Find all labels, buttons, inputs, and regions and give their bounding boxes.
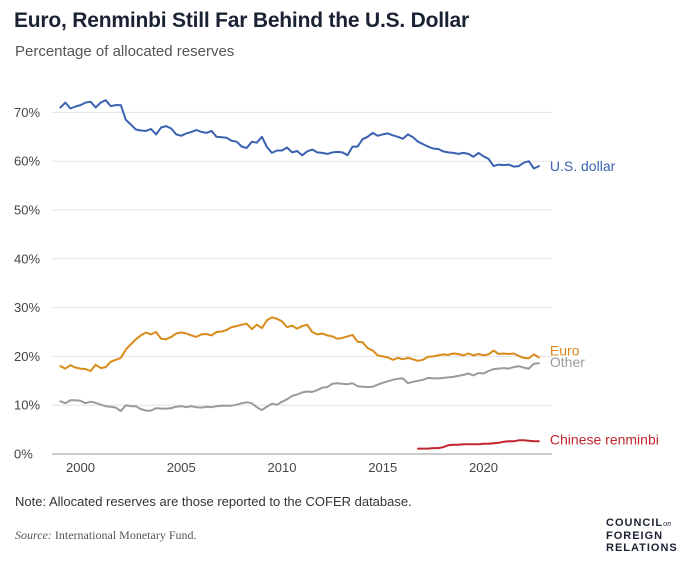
series-label: Euro: [550, 342, 580, 358]
logo-line-relations: RELATIONS: [606, 542, 678, 554]
cfr-logo: COUNCILon FOREIGN RELATIONS: [606, 517, 678, 554]
y-tick-label: 70%: [14, 105, 40, 120]
series-label: Other: [550, 354, 585, 370]
y-tick-label: 20%: [14, 349, 40, 364]
series-label: U.S. dollar: [550, 158, 616, 174]
source-text: International Monetary Fund.: [51, 528, 197, 542]
series-line-u-s-dollar: [59, 99, 540, 170]
logo-on: on: [663, 519, 672, 528]
series-label: Chinese renminbi: [550, 431, 659, 447]
y-tick-label: 10%: [14, 398, 40, 413]
logo-line-council: COUNCIL: [606, 517, 664, 529]
gridlines: [52, 111, 552, 455]
series-line-other: [59, 362, 540, 413]
source-label: Source:: [15, 528, 52, 542]
x-axis-tick-labels: 2000 2005 2010 2015 2020: [66, 460, 498, 475]
x-tick-label: 2020: [469, 460, 498, 475]
logo-line-foreign: FOREIGN: [606, 530, 664, 542]
x-tick-label: 2015: [368, 460, 397, 475]
y-axis-tick-labels: 0% 10% 20% 30% 40% 50% 60% 70%: [14, 105, 40, 462]
y-tick-label: 0%: [14, 447, 33, 462]
y-tick-label: 60%: [14, 154, 40, 169]
chart-note: Note: Allocated reserves are those repor…: [15, 494, 412, 509]
chart-source: Source: International Monetary Fund.: [15, 528, 197, 543]
y-tick-label: 40%: [14, 251, 40, 266]
series-lines: [59, 99, 540, 450]
chart-subtitle: Percentage of allocated reserves: [15, 43, 235, 60]
y-tick-label: 30%: [14, 300, 40, 315]
x-tick-label: 2000: [66, 460, 95, 475]
series-line-chinese-renminbi: [417, 439, 540, 450]
series-line-euro: [59, 316, 540, 372]
y-tick-label: 50%: [14, 203, 40, 218]
x-tick-label: 2005: [167, 460, 196, 475]
x-tick-label: 2010: [268, 460, 297, 475]
chart-title: Euro, Renminbi Still Far Behind the U.S.…: [14, 9, 469, 32]
